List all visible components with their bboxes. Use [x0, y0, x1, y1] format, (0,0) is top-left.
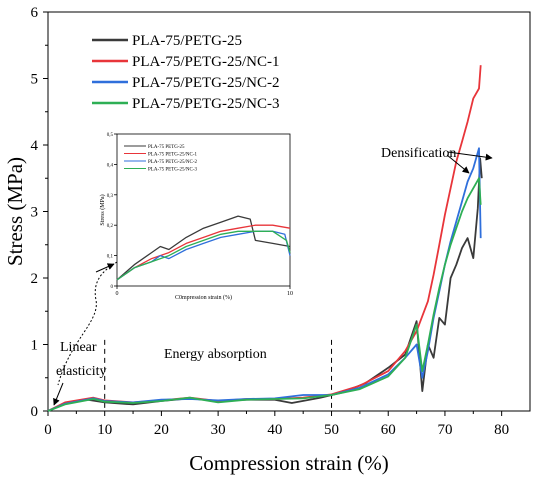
y-tick-label: 6 — [31, 5, 39, 21]
inset-legend-label: PLA-75 PETG-25 — [148, 145, 185, 150]
inset-y-tick-label: 0,2 — [107, 224, 114, 229]
y-tick-label: 4 — [31, 138, 39, 154]
inset-y-tick-label: 0,1 — [107, 255, 114, 260]
inset-y-tick-label: 0,4 — [107, 163, 114, 168]
y-axis-label: Stress (MPa) — [3, 157, 27, 266]
series-line-4 — [47, 177, 482, 412]
inset-series-line-2 — [116, 224, 291, 281]
x-tick-label: 60 — [381, 422, 396, 438]
annotation-elasticity: elasticity — [56, 364, 107, 379]
inset-y-tick-label: 0,3 — [107, 194, 114, 199]
annotation-densification: Densification — [381, 146, 456, 161]
inset-pointer-arrow — [95, 263, 115, 273]
legend-label: PLA-75/PETG-25/NC-2 — [132, 75, 280, 91]
legend-label: PLA-75/PETG-25/NC-1 — [132, 54, 280, 70]
inset-legend-label: PLA-75 PETG-25/NC-1 — [148, 153, 198, 158]
densification-arrow-1 — [446, 154, 470, 174]
x-tick-label: 80 — [494, 422, 509, 438]
x-tick-label: 0 — [44, 422, 52, 438]
legend-label: PLA-75/PETG-25 — [132, 33, 242, 49]
inset-y-tick-label: 0,5 — [107, 133, 114, 138]
inset-legend-label: PLA-75 PETG-25/NC-2 — [148, 160, 198, 165]
x-tick-label: 70 — [437, 422, 452, 438]
y-tick-label: 5 — [31, 72, 39, 88]
x-tick-label: 20 — [154, 422, 169, 438]
densification-arrow-2 — [447, 151, 493, 161]
y-tick-label: 2 — [31, 271, 39, 287]
annotation-linear: Linear — [60, 340, 97, 355]
inset-frame — [116, 133, 291, 287]
inset-y-axis-label: Stress (MPa) — [99, 194, 106, 225]
inset-series-line-4 — [116, 230, 291, 281]
inset-x-axis-label: C0mpression strain (%) — [175, 294, 232, 301]
x-axis-label: Compression strain (%) — [189, 451, 388, 475]
elasticity-arrow — [53, 382, 64, 406]
inset-connector — [57, 261, 118, 386]
inset-x-tick-label: 0 — [116, 291, 119, 297]
y-tick-label: 0 — [31, 404, 39, 420]
x-tick-label: 50 — [324, 422, 339, 438]
x-tick-label: 40 — [267, 422, 282, 438]
annotation-energy: Energy absorption — [164, 347, 267, 362]
y-tick-label: 3 — [31, 205, 39, 221]
inset-series-line-1 — [116, 215, 291, 281]
inset-x-tick-label: 10 — [287, 291, 293, 297]
x-tick-label: 10 — [97, 422, 112, 438]
inset-legend-label: PLA-75 PETG-25/NC-3 — [148, 168, 198, 173]
x-tick-label: 30 — [211, 422, 226, 438]
inset-y-tick-label: 0 — [111, 285, 114, 290]
legend-label: PLA-75/PETG-25/NC-3 — [132, 96, 280, 112]
y-tick-label: 1 — [31, 338, 39, 354]
